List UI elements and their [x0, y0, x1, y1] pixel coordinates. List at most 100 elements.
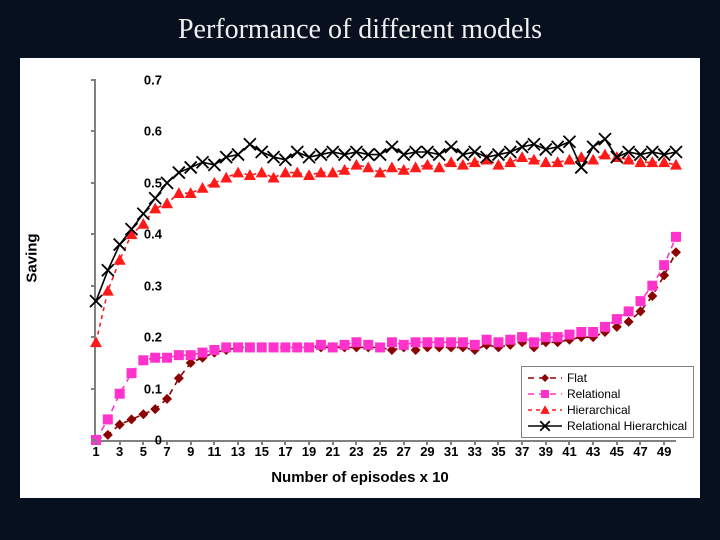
x-tick-mark — [332, 440, 334, 445]
marker-hierarchical — [457, 159, 469, 170]
x-tick-mark — [450, 440, 452, 445]
marker-hierarchical — [374, 167, 386, 178]
marker-relational — [150, 353, 160, 363]
marker-relational-hierarchical — [504, 146, 516, 158]
marker-relational — [446, 337, 456, 347]
marker-relational — [470, 340, 480, 350]
marker-hierarchical — [268, 172, 280, 183]
marker-relational-hierarchical — [469, 146, 481, 158]
marker-relational-hierarchical — [445, 141, 457, 153]
marker-relational-hierarchical — [670, 146, 682, 158]
marker-hierarchical — [410, 161, 422, 172]
y-tick-mark — [91, 79, 96, 81]
marker-relational — [174, 350, 184, 360]
marker-relational — [576, 327, 586, 337]
x-tick-label: 21 — [326, 444, 340, 459]
x-tick-label: 15 — [254, 444, 268, 459]
marker-relational — [209, 345, 219, 355]
marker-hierarchical — [540, 156, 552, 167]
y-tick-label: 0.5 — [144, 175, 162, 190]
marker-hierarchical — [492, 159, 504, 170]
x-tick-label: 41 — [562, 444, 576, 459]
y-tick-mark — [91, 388, 96, 390]
marker-hierarchical — [563, 154, 575, 165]
marker-hierarchical — [386, 161, 398, 172]
marker-relational — [269, 342, 279, 352]
y-tick-mark — [91, 182, 96, 184]
y-tick-label: 0 — [155, 433, 162, 448]
marker-relational — [600, 322, 610, 332]
y-tick-label: 0.4 — [144, 227, 162, 242]
legend-item-flat: Flat — [528, 370, 687, 386]
marker-relational — [458, 337, 468, 347]
marker-relational — [505, 335, 515, 345]
x-tick-label: 11 — [207, 444, 221, 459]
legend-swatch — [528, 404, 562, 416]
marker-relational — [564, 330, 574, 340]
marker-hierarchical — [173, 187, 185, 198]
marker-relational — [387, 337, 397, 347]
marker-relational — [541, 332, 551, 342]
marker-relational — [671, 232, 681, 242]
x-tick-mark — [639, 440, 641, 445]
x-tick-mark — [521, 440, 523, 445]
x-tick-label: 43 — [586, 444, 600, 459]
marker-flat — [127, 414, 137, 424]
legend-item-relational-hierarchical: Relational Hierarchical — [528, 418, 687, 434]
marker-relational — [553, 332, 563, 342]
legend-swatch — [528, 388, 562, 400]
marker-relational — [635, 296, 645, 306]
marker-relational — [422, 337, 432, 347]
marker-relational — [340, 340, 350, 350]
marker-relational-hierarchical — [646, 146, 658, 158]
y-tick-mark — [91, 130, 96, 132]
marker-relational — [482, 335, 492, 345]
marker-flat — [624, 317, 634, 327]
x-tick-mark — [663, 440, 665, 445]
x-tick-label: 7 — [163, 444, 170, 459]
legend-label: Relational — [567, 387, 620, 401]
y-tick-label: 0.7 — [144, 73, 162, 88]
marker-hierarchical — [303, 169, 315, 180]
marker-relational — [257, 342, 267, 352]
marker-hierarchical — [232, 167, 244, 178]
x-tick-label: 39 — [539, 444, 553, 459]
marker-hierarchical — [445, 156, 457, 167]
x-tick-label: 35 — [491, 444, 505, 459]
x-tick-label: 27 — [397, 444, 411, 459]
marker-relational — [411, 337, 421, 347]
marker-relational-hierarchical — [433, 149, 445, 161]
marker-hierarchical — [504, 156, 516, 167]
x-tick-label: 1 — [92, 444, 99, 459]
marker-relational-hierarchical — [137, 208, 149, 220]
x-tick-mark — [379, 440, 381, 445]
legend-swatch — [528, 420, 562, 432]
marker-relational — [375, 342, 385, 352]
x-tick-mark — [545, 440, 547, 445]
marker-hierarchical — [599, 149, 611, 160]
marker-relational-hierarchical — [232, 149, 244, 161]
x-tick-label: 25 — [373, 444, 387, 459]
x-tick-label: 5 — [140, 444, 147, 459]
marker-flat — [138, 409, 148, 419]
x-tick-mark — [426, 440, 428, 445]
marker-relational — [612, 314, 622, 324]
marker-relational-hierarchical — [161, 177, 173, 189]
marker-relational-hierarchical — [599, 133, 611, 145]
marker-relational — [624, 306, 634, 316]
y-tick-label: 0.6 — [144, 124, 162, 139]
marker-relational-hierarchical — [552, 141, 564, 153]
marker-relational-hierarchical — [279, 154, 291, 166]
y-tick-mark — [91, 285, 96, 287]
marker-relational — [292, 342, 302, 352]
x-tick-label: 17 — [278, 444, 292, 459]
x-tick-mark — [497, 440, 499, 445]
marker-relational-hierarchical — [220, 151, 232, 163]
x-tick-mark — [142, 440, 144, 445]
slide-title: Performance of different models — [0, 0, 720, 56]
marker-relational — [351, 337, 361, 347]
marker-relational-hierarchical — [457, 149, 469, 161]
marker-hierarchical — [516, 151, 528, 162]
marker-relational — [115, 389, 125, 399]
marker-relational-hierarchical — [398, 149, 410, 161]
